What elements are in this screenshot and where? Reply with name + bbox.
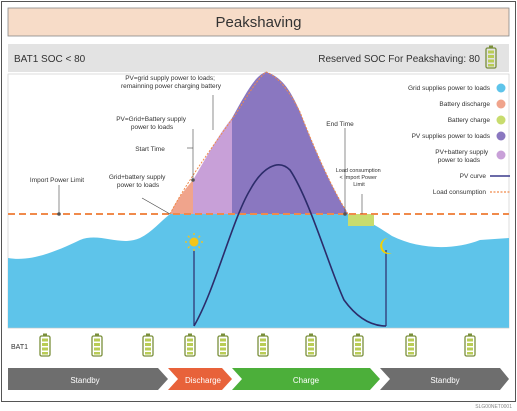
phase-label: Standby bbox=[70, 376, 99, 385]
legend-label-pv-curve: PV curve bbox=[460, 173, 487, 180]
pv-grid-annotation: PV=grid supply power to loads; remainnin… bbox=[121, 75, 222, 90]
header-bar bbox=[8, 44, 509, 72]
figure-code: SLG00NET0001 bbox=[475, 404, 512, 410]
load-lt-import-annotation: Load consumption < Import Power Limit bbox=[336, 168, 382, 188]
phase-charge bbox=[232, 368, 380, 390]
legend: Grid supplies power to loads Battery dis… bbox=[408, 83, 510, 196]
soc-condition-label: BAT1 SOC < 80 bbox=[14, 54, 86, 65]
legend-swatch-pv bbox=[496, 131, 506, 141]
battery-discharge-area bbox=[170, 180, 193, 214]
phase-discharge bbox=[168, 368, 232, 390]
title-bar bbox=[7, 7, 510, 37]
legend-label-charge: Battery charge bbox=[448, 117, 491, 124]
grid-supply-area bbox=[8, 214, 509, 328]
load-curve-outline bbox=[169, 71, 349, 215]
grid-battery-annotation: Grid+battery supply power to loads bbox=[109, 174, 167, 189]
pv-supply-area bbox=[232, 72, 348, 214]
legend-label-grid: Grid supplies power to loads bbox=[408, 85, 491, 92]
phase-timeline: Standby Discharge Charge Standby bbox=[8, 368, 509, 390]
phase-label: Standby bbox=[430, 376, 459, 385]
end-time-label: End Time bbox=[326, 121, 354, 128]
pv-grid-battery-annotation: PV=Grid+Battery supply power to loads bbox=[116, 116, 188, 131]
legend-swatch-discharge bbox=[496, 99, 506, 109]
battery-row-label: BAT1 bbox=[11, 344, 28, 351]
moon-icon bbox=[380, 238, 392, 254]
import-power-limit-label: Import Power Limit bbox=[30, 177, 84, 184]
phase-standby-2 bbox=[380, 368, 509, 390]
pv-curve bbox=[193, 164, 387, 327]
pv-battery-supply-area bbox=[193, 118, 232, 214]
reserved-soc-label: Reserved SOC For Peakshaving: 80 bbox=[318, 54, 480, 65]
legend-swatch-grid bbox=[496, 83, 506, 93]
legend-label-pv-battery: PV+battery supply power to loads bbox=[435, 149, 490, 164]
sun-icon bbox=[185, 233, 203, 251]
start-time-label: Start Time bbox=[135, 146, 165, 153]
diagram-title: Peakshaving bbox=[216, 14, 302, 31]
legend-swatch-pv-battery bbox=[496, 150, 506, 160]
phase-label: Discharge bbox=[185, 376, 222, 385]
legend-label-load: Load consumption bbox=[433, 189, 487, 196]
phase-standby-1 bbox=[8, 368, 168, 390]
battery-charge-area bbox=[348, 214, 374, 226]
legend-label-pv: PV supplies power to loads bbox=[412, 133, 491, 140]
legend-label-discharge: Battery discharge bbox=[439, 101, 490, 108]
legend-swatch-charge bbox=[496, 115, 506, 125]
phase-label: Charge bbox=[293, 376, 320, 385]
